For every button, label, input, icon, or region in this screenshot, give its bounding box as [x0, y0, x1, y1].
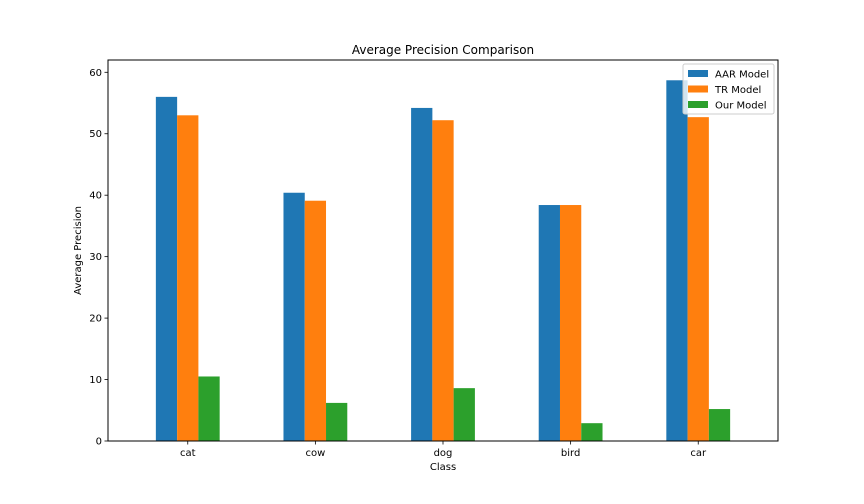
y-tick-label: 10 — [89, 375, 102, 386]
bar-tr-model-cat — [177, 115, 199, 441]
legend-swatch — [688, 101, 708, 108]
y-tick-label: 20 — [89, 314, 102, 325]
bar-our-model-bird — [581, 423, 603, 441]
bar-aar-model-cow — [283, 192, 305, 441]
bar-our-model-dog — [453, 388, 475, 441]
legend-label: AAR Model — [715, 70, 769, 81]
x-tick-label-dog: dog — [434, 448, 453, 459]
x-tick-label-cow: cow — [305, 448, 325, 459]
bar-aar-model-dog — [411, 107, 433, 442]
bar-tr-model-bird — [559, 205, 582, 441]
bar-tr-model-cow — [304, 200, 327, 441]
y-axis: 0 10 20 30 40 50 60 — [89, 68, 108, 448]
legend-swatch — [688, 70, 708, 77]
bar-aar-model-cat — [155, 96, 178, 442]
y-tick-label: 50 — [89, 129, 102, 140]
y-tick-label: 40 — [89, 191, 102, 202]
y-tick-label: 30 — [89, 252, 102, 263]
x-tick-label-bird: bird — [561, 448, 580, 459]
chart-title: Average Precision Comparison — [352, 43, 534, 57]
x-tick-label-cat: cat — [180, 448, 196, 459]
legend-swatch — [688, 85, 708, 93]
y-tick-label: 0 — [96, 437, 102, 448]
x-tick-label-car: car — [690, 448, 707, 459]
legend-label: TR Model — [714, 85, 761, 96]
bar-tr-model-dog — [432, 120, 454, 441]
bar-our-model-car — [708, 409, 731, 441]
bar-aar-model-car — [666, 80, 688, 441]
bar-our-model-cat — [198, 376, 220, 441]
x-axis-label: Class — [430, 462, 456, 473]
bar-our-model-cow — [326, 402, 348, 441]
bar-aar-model-bird — [538, 205, 560, 441]
x-axis: cat cow dog bird car — [180, 441, 707, 459]
legend-label: Our Model — [715, 101, 767, 112]
bars-layer — [155, 80, 731, 442]
legend: AAR Model TR Model Our Model — [682, 63, 775, 115]
y-tick-label: 60 — [89, 68, 102, 79]
bar-tr-model-car — [687, 117, 709, 442]
y-axis-label: Average Precision — [73, 206, 84, 295]
